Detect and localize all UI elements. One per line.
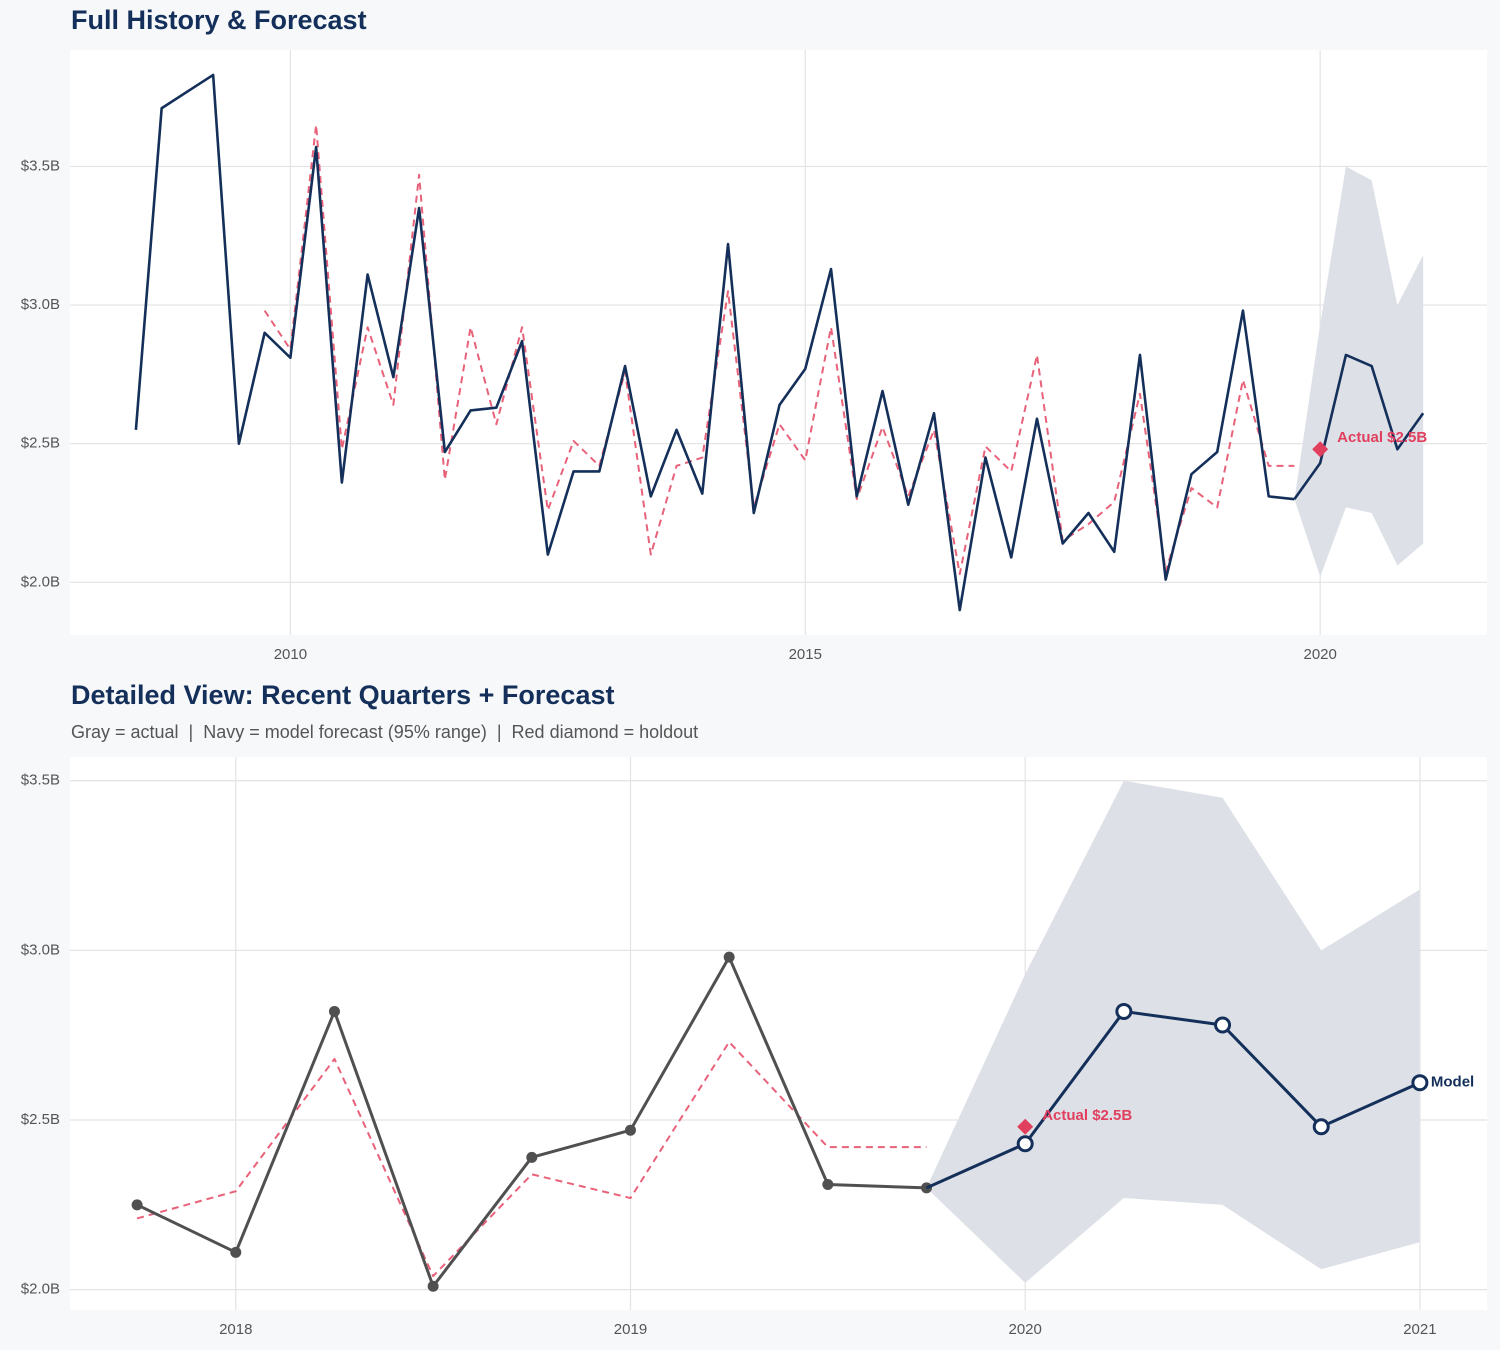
chart-title: Full History & Forecast [71,5,367,35]
forecast-band [926,780,1420,1283]
y-tick-label: $3.5B [21,772,60,789]
y-tick-label: $2.5B [21,1111,60,1128]
x-tick-label: 2019 [614,1321,647,1338]
holdout-label: Actual $2.5B [1042,1107,1132,1124]
x-tick-label: 2021 [1403,1321,1436,1338]
chart-subtitle: Gray = actual | Navy = model forecast (9… [71,722,698,742]
forecast-band [1294,166,1424,577]
y-tick-label: $3.0B [21,296,60,313]
data-point [328,1005,340,1017]
y-tick-label: $3.5B [21,157,60,174]
y-tick-label: $2.5B [21,435,60,452]
plot-area [70,50,1487,635]
end-label: Model [1431,1074,1474,1091]
x-tick-label: 2010 [274,646,307,663]
y-tick-label: $3.0B [21,941,60,958]
y-tick-label: $2.0B [21,1281,60,1298]
forecast-point [1411,1074,1429,1092]
data-point [822,1178,834,1190]
series-line [925,1009,1421,1190]
data-point [624,1124,636,1136]
series-line [134,73,1295,612]
x-tick-label: 2015 [789,646,822,663]
forecast-point [1016,1135,1034,1153]
y-tick-label: $2.0B [21,573,60,590]
forecast-point [1312,1118,1330,1136]
chart-title: Detailed View: Recent Quarters + Forecas… [71,680,614,710]
x-tick-label: 2020 [1303,646,1336,663]
forecast-point [1115,1002,1133,1020]
fitted-line [136,1040,927,1278]
plot-marks: Actual $2.5B [134,73,1427,612]
plot-marks: Model Actual $2.5B [131,780,1474,1292]
data-point [427,1280,439,1292]
forecast-point [1214,1016,1232,1034]
holdout-label: Actual $2.5B [1337,429,1427,446]
data-point [526,1151,538,1163]
x-tick-label: 2020 [1009,1321,1042,1338]
data-point [230,1246,242,1258]
data-point [131,1199,143,1211]
holdout-point [1017,1118,1034,1135]
x-tick-label: 2018 [219,1321,252,1338]
holdout-point [1312,441,1329,458]
data-point [723,951,735,963]
series-line [1293,353,1425,500]
